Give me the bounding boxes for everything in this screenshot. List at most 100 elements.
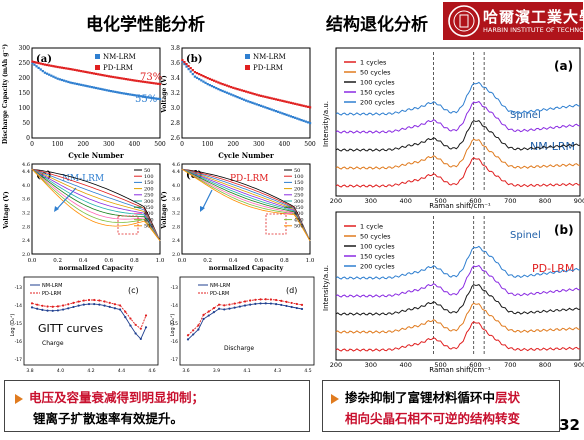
- y-tick-label: 3.6: [22, 197, 30, 203]
- data-point-nm: [60, 78, 64, 82]
- x-tick-label: 4.4: [118, 368, 125, 374]
- data-point-nm: [240, 97, 243, 100]
- data-point-nm: [88, 85, 91, 88]
- chart-raman-nm: (a) NM-LRM Spinel Intensity/a.u. Raman s…: [322, 47, 584, 210]
- x-tick-label: 4.6: [148, 368, 155, 374]
- data-point-nm: [298, 118, 301, 121]
- data-point-pd: [249, 91, 252, 94]
- gitt-point-nm: [93, 302, 96, 306]
- arrow-head: [200, 206, 205, 212]
- data-point-pd: [50, 64, 53, 67]
- material-label: NM-LRM: [62, 174, 104, 184]
- data-point-nm: [137, 94, 140, 97]
- gitt-point-nm: [249, 303, 252, 306]
- data-point-nm: [268, 107, 271, 110]
- y-tick-label: 100: [19, 105, 31, 112]
- bullet-box-left: 电压及容量衰减得到明显抑制； 锂离子扩散速率有效提升。: [4, 380, 310, 432]
- gitt-point-nm: [233, 306, 236, 309]
- gitt-point-nm: [72, 305, 75, 309]
- data-point-pd: [95, 72, 98, 75]
- material-label: PD-LRM: [230, 174, 268, 184]
- gitt-point-nm: [129, 324, 132, 327]
- x-tick-label: 0.6: [254, 258, 263, 264]
- gitt-point-nm: [77, 304, 80, 307]
- x-tick-label: 200: [77, 141, 89, 148]
- seal-icon: [448, 5, 480, 37]
- data-point-pd: [281, 99, 284, 102]
- data-point-pd: [262, 95, 265, 98]
- x-tick-label: 0.8: [280, 258, 289, 264]
- data-point-nm: [281, 112, 284, 115]
- gitt-point-pd: [233, 302, 236, 305]
- chart-d-profile: (d) PD-LRM 2.02.42.83.23.64.04.44.6 0.0 0…: [161, 162, 315, 272]
- gitt-point-pd: [103, 300, 106, 303]
- data-point-pd: [242, 89, 246, 93]
- legend-entry-150: 150: [294, 180, 304, 186]
- data-point-nm: [272, 109, 275, 112]
- data-point-nm: [202, 80, 205, 83]
- y-tick-label: -14: [15, 303, 22, 309]
- x-tick-label: 500: [304, 141, 316, 148]
- data-point-nm: [114, 90, 117, 93]
- data-point-nm: [242, 98, 246, 101]
- gitt-point-nm: [197, 328, 200, 331]
- x-tick-label: 200: [330, 361, 342, 369]
- data-point-nm: [245, 99, 248, 102]
- data-point-nm: [255, 103, 258, 106]
- gitt-point-nm: [300, 307, 304, 311]
- data-point-pd: [156, 82, 160, 85]
- data-point-pd: [238, 88, 241, 91]
- x-tick-label: 0: [180, 141, 184, 148]
- arrow-icon: [331, 393, 339, 404]
- chart-raman-pd: (b) PD-LRM Spinel Intensity/a.u. Raman s…: [322, 211, 584, 374]
- data-point-pd: [289, 101, 292, 104]
- discharge-curve-400: [181, 168, 311, 241]
- gitt-point-nm: [259, 302, 262, 305]
- x-tick-label: 600: [469, 197, 481, 205]
- discharge-curve-150: [181, 168, 311, 241]
- data-point-nm: [105, 89, 108, 92]
- data-point-nm: [206, 83, 209, 86]
- data-point-nm: [302, 119, 305, 122]
- discharge-curve-350: [31, 168, 161, 242]
- legend-entry-3: 150 cycles: [360, 89, 395, 97]
- x-tick-label: 300: [103, 141, 115, 148]
- panel-label: (d): [286, 286, 297, 295]
- data-point-nm: [279, 111, 282, 114]
- gitt-point-nm: [67, 307, 70, 310]
- y-axis-label: Voltage (V): [161, 191, 168, 230]
- gitt-point-nm: [41, 308, 44, 311]
- x-tick-label: 0.0: [28, 258, 37, 264]
- legend: NM-LRM PD-LRM: [95, 53, 136, 72]
- x-tick-label: 400: [129, 141, 141, 148]
- legend-entry-300: 300: [144, 199, 154, 205]
- data-point-nm: [291, 116, 295, 119]
- x-axis-label: Raman shift/cm⁻¹: [429, 366, 491, 374]
- data-point-pd: [309, 106, 312, 109]
- data-point-pd: [240, 89, 243, 92]
- data-point-pd: [114, 76, 117, 79]
- data-point-pd: [37, 62, 40, 65]
- data-point-pd: [84, 70, 87, 73]
- gitt-point-nm: [202, 317, 205, 321]
- legend-entry-150: 150: [144, 180, 154, 186]
- data-point-pd: [279, 99, 282, 102]
- legend-entry-500: 500: [144, 224, 154, 230]
- x-tick-label: 3.9: [213, 368, 220, 374]
- x-tick-label: 600: [469, 361, 481, 369]
- data-point-nm: [213, 86, 216, 89]
- data-point-pd: [272, 97, 275, 100]
- y-tick-label: 2.8: [170, 120, 180, 127]
- legend-nm: NM-LRM: [210, 283, 230, 289]
- x-tick-label: 200: [227, 141, 239, 148]
- data-point-pd: [58, 66, 61, 69]
- retention-pd: 73%: [140, 72, 162, 83]
- gitt-point-pd: [249, 299, 252, 302]
- gitt-point-nm: [113, 307, 117, 310]
- data-point-nm: [306, 121, 310, 124]
- x-tick-label: 0.6: [104, 258, 113, 264]
- data-point-nm: [118, 91, 121, 94]
- data-point-pd: [225, 84, 228, 87]
- gitt-point-pd: [124, 310, 127, 313]
- data-point-pd: [33, 61, 36, 64]
